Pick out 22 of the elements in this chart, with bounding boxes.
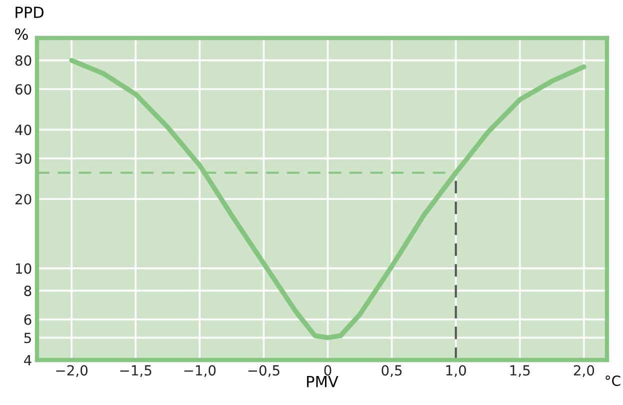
- x-tick-label: −0,5: [248, 365, 280, 378]
- y-tick-label: 4: [24, 355, 32, 366]
- x-tick-label: 1,0: [446, 365, 466, 378]
- y-tick-label: 5: [24, 332, 31, 344]
- y-tick-label: 8: [24, 286, 32, 296]
- y-tick-label: 6: [24, 314, 32, 325]
- y-tick-label: 10: [16, 263, 32, 274]
- x-tick-label: 0,5: [382, 365, 402, 378]
- x-tick-label: −1,5: [120, 365, 152, 378]
- x-tick-label: 2,0: [574, 365, 594, 378]
- x-tick-label: 0: [324, 365, 332, 376]
- y-tick-label: 20: [15, 194, 32, 204]
- x-tick-label: −1,0: [184, 365, 216, 378]
- text: °C: [606, 376, 620, 386]
- y-axis-title: PPD %: [15, 6, 44, 40]
- y-tick-label: 60: [15, 84, 32, 95]
- y-tick-label: 40: [15, 124, 32, 136]
- y-tick-label: 30: [16, 153, 32, 164]
- x-tick-label: −2,0: [56, 365, 88, 378]
- x-tick-label: 1,5: [510, 365, 530, 378]
- y-tick-label: 80: [15, 55, 32, 66]
- x-axis-title: PMV: [307, 376, 338, 388]
